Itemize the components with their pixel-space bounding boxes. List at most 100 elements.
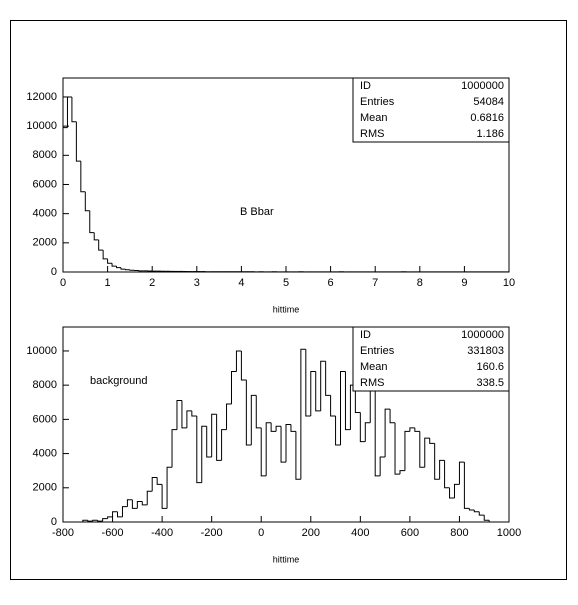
histogram-bin — [429, 438, 435, 444]
histogram-bin — [424, 437, 430, 468]
histogram-bin — [463, 462, 470, 509]
histogram-bin — [310, 370, 316, 416]
histogram-bin — [488, 520, 495, 523]
y-tick-label: 0 — [51, 516, 57, 528]
histogram-bin — [107, 258, 113, 264]
x-tick-label: 400 — [351, 527, 369, 539]
histogram-bin — [265, 422, 272, 476]
histogram-bin — [419, 431, 425, 468]
histogram-bin — [111, 263, 117, 267]
stats-value: 0.6816 — [470, 112, 504, 124]
histogram-bin — [62, 127, 68, 272]
histogram-bin — [196, 415, 202, 484]
stats-label: RMS — [360, 377, 384, 389]
histogram-bin — [221, 429, 227, 461]
stats-value: 1000000 — [461, 80, 504, 92]
histogram-bin — [315, 371, 321, 412]
y-tick-label: 8000 — [33, 149, 57, 161]
stats-label: Entries — [360, 96, 395, 108]
x-tick-label: 8 — [417, 277, 423, 289]
histogram-bin — [240, 350, 247, 381]
stats-label: ID — [360, 80, 371, 92]
histogram-bin — [270, 422, 277, 432]
histogram-bin — [389, 409, 396, 424]
stats-label: Entries — [360, 345, 395, 357]
histogram-bin — [280, 426, 286, 463]
x-axis-label: hittime — [273, 304, 300, 314]
x-tick-label: 2 — [149, 277, 155, 289]
histogram-bin — [364, 422, 371, 442]
histogram-bin — [439, 459, 445, 480]
histogram-bin — [71, 96, 77, 123]
histogram-bin — [97, 520, 103, 522]
x-tick-label: 0 — [258, 527, 264, 539]
histogram-bin — [181, 400, 187, 429]
x-tick-label: 5 — [283, 277, 289, 289]
y-tick-label: 10000 — [26, 120, 57, 132]
histogram-bin — [171, 429, 177, 468]
histogram-bin — [335, 415, 341, 446]
histogram-bin — [404, 430, 410, 471]
histogram-bin — [141, 501, 148, 506]
histogram-bin — [82, 519, 88, 522]
histogram-bin — [473, 510, 480, 513]
y-tick-label: 2000 — [33, 482, 57, 494]
histogram-bin — [93, 232, 99, 241]
x-tick-label: 0 — [60, 277, 66, 289]
histogram-bin — [379, 456, 386, 476]
x-tick-label: 3 — [194, 277, 200, 289]
stats-value: 338.5 — [476, 377, 504, 389]
stats-value: 1000000 — [461, 329, 504, 341]
y-tick-label: 6000 — [33, 413, 57, 425]
stats-label: RMS — [360, 128, 384, 140]
y-tick-label: 6000 — [33, 178, 57, 190]
stats-label: Mean — [360, 112, 388, 124]
histogram-bin — [384, 408, 391, 457]
histogram-bin — [458, 461, 465, 485]
histogram-bin — [102, 250, 108, 260]
histogram-bin — [374, 371, 381, 477]
x-tick-label: 7 — [372, 277, 378, 289]
histogram-bin — [117, 511, 123, 518]
histogram-bin — [151, 477, 158, 492]
histogram-bin — [102, 518, 108, 522]
stats-label: Mean — [360, 361, 388, 373]
x-tick-label: 1000 — [497, 527, 521, 539]
histogram-bin — [66, 96, 72, 128]
histogram-bin — [156, 477, 163, 485]
histogram-bin — [230, 370, 237, 404]
histogram-bin — [260, 427, 267, 477]
histogram-bin — [434, 443, 440, 480]
stats-box — [352, 77, 510, 143]
histogram-bin — [305, 349, 311, 417]
histogram-bin — [84, 191, 90, 212]
histogram-bin — [444, 460, 450, 489]
x-axis-label: hittime — [273, 554, 300, 564]
histogram-bin — [92, 519, 98, 522]
stats-value: 331803 — [467, 345, 504, 357]
x-tick-label: 4 — [238, 277, 244, 289]
y-tick-label: 4000 — [33, 208, 57, 220]
histogram-bin — [414, 427, 420, 432]
histogram-bin — [126, 499, 133, 507]
x-tick-label: 1 — [105, 277, 111, 289]
histogram-bin — [359, 412, 366, 443]
x-tick-label: 600 — [401, 527, 419, 539]
histogram-bin — [295, 431, 301, 480]
x-tick-label: -400 — [151, 527, 173, 539]
histogram-bin — [161, 484, 168, 509]
histogram-bin — [112, 511, 118, 517]
plot-frame — [62, 326, 510, 523]
annotation: background — [90, 375, 148, 387]
histogram-bin — [116, 266, 121, 269]
x-tick-label: -200 — [201, 527, 223, 539]
y-tick-label: 4000 — [33, 447, 57, 459]
x-tick-label: 10 — [503, 277, 515, 289]
histogram-bin — [186, 410, 192, 428]
histogram-bin — [320, 360, 326, 411]
histogram-bin — [275, 425, 282, 432]
histogram-bin — [468, 508, 475, 511]
x-tick-label: -800 — [52, 527, 74, 539]
stats-value: 1.186 — [476, 128, 504, 140]
histogram-bin — [166, 466, 173, 509]
